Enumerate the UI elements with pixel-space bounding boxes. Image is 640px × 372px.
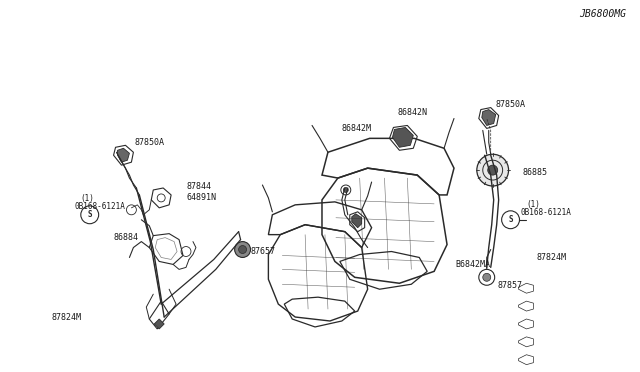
Circle shape [488,165,498,175]
Text: 87824M: 87824M [536,253,566,262]
Text: 87857: 87857 [498,281,523,290]
Text: B6842MA: B6842MA [455,260,490,269]
Text: 86842N: 86842N [397,108,428,117]
Text: 87824M: 87824M [52,312,82,321]
Polygon shape [352,214,362,228]
Text: JB6800MG: JB6800MG [579,9,626,19]
Circle shape [239,246,246,253]
Text: 64891N: 64891N [186,193,216,202]
Polygon shape [392,128,413,147]
Text: 87850A: 87850A [134,138,164,147]
Text: 87844: 87844 [186,182,211,190]
Text: 86842M: 86842M [342,124,372,133]
Circle shape [483,273,491,281]
Polygon shape [482,110,495,125]
Circle shape [235,241,250,257]
Text: 0B168-6121A: 0B168-6121A [520,208,572,217]
Text: (1): (1) [81,195,95,203]
Text: S: S [508,215,513,224]
Polygon shape [118,148,129,162]
Text: S: S [88,210,92,219]
Text: (1): (1) [527,201,540,209]
Text: 86884: 86884 [113,233,138,242]
Circle shape [477,154,509,186]
Text: 86885: 86885 [522,168,547,177]
Polygon shape [154,319,164,329]
Text: 0B168-6121A: 0B168-6121A [75,202,125,211]
Circle shape [343,187,348,192]
Text: 87657: 87657 [250,247,276,256]
Text: 87850A: 87850A [495,100,525,109]
